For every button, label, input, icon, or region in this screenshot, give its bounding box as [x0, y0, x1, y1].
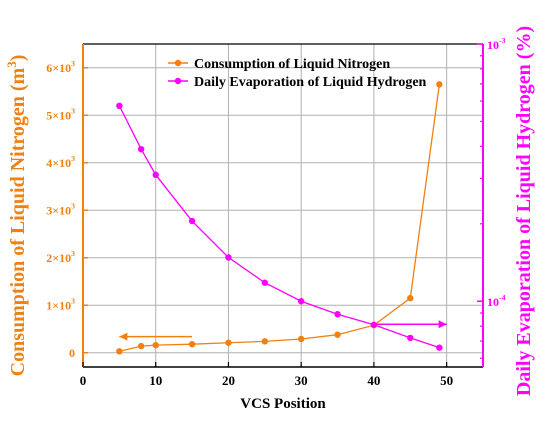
legend-label-2: Daily Evaporation of Liquid Hydrogen [194, 75, 427, 90]
series-1-point [407, 294, 414, 302]
annotation-arrowhead-right [438, 320, 447, 329]
x-tick-label: 30 [295, 373, 308, 388]
series-2-point [137, 145, 145, 153]
y-left-tick-label: 2×103 [46, 249, 75, 265]
grid-lines [82, 44, 483, 367]
legend-marker-1 [174, 59, 182, 67]
axis-titles: VCS Position Consumption of Liquid Nitrog… [4, 26, 535, 412]
series-2-point [407, 334, 414, 342]
x-tick-label: 40 [367, 373, 380, 388]
series-1-point [188, 341, 196, 348]
series-1-point [297, 335, 305, 343]
series-1-point [225, 339, 232, 346]
x-tick-label: 20 [222, 373, 235, 388]
series-2-point [261, 279, 269, 286]
legend: Consumption of Liquid Nitrogen Daily Evap… [168, 57, 427, 90]
series-1-point [116, 348, 123, 355]
series-line-1 [119, 84, 441, 352]
ticks: 0 10 20 30 40 50 0 1×103 2×103 3×103 4×103 5×103 6×1… [46, 36, 505, 388]
annotations [119, 320, 447, 341]
y-left-axis-title: Consumption of Liquid Nitrogen (m3) [4, 55, 29, 377]
x-axis-title: VCS Position [240, 396, 326, 412]
y-left-tick-label: 6×103 [46, 59, 75, 75]
series-1-point [137, 342, 145, 350]
legend-label-1: Consumption of Liquid Nitrogen [194, 57, 390, 72]
y-right-tick-label: 10-3 [487, 36, 506, 52]
y-left-tick-label: 5×103 [46, 106, 75, 122]
series [116, 81, 443, 355]
x-tick-label: 0 [80, 373, 87, 388]
annotation-arrowhead-left [119, 332, 128, 341]
x-tick-label: 50 [440, 373, 453, 388]
series-2-point [297, 298, 305, 305]
series-2-point [152, 171, 159, 179]
y-left-tick-label: 0 [69, 346, 75, 360]
series-line-2 [118, 105, 440, 349]
series-2-point [370, 321, 378, 328]
y-left-tick-label: 1×103 [46, 296, 75, 312]
x-tick-label: 10 [149, 373, 162, 388]
series-1-point [152, 341, 159, 349]
series-1-point [261, 338, 269, 345]
series-2-point [334, 311, 341, 318]
series-1-point [436, 81, 443, 88]
y-left-tick-label: 4×103 [46, 154, 75, 170]
legend-marker-2 [174, 77, 182, 85]
y-left-tick-label: 3×103 [46, 201, 75, 217]
series-2-point [116, 102, 123, 110]
series-2-point [188, 217, 196, 225]
series-2-point [225, 254, 232, 261]
series-2-point [436, 344, 443, 351]
series-1-point [334, 331, 341, 338]
y-right-axis-title: Daily Evaporation of Liquid Hydrogen (%) [513, 26, 535, 396]
y-right-tick-label: 10-4 [487, 293, 506, 309]
